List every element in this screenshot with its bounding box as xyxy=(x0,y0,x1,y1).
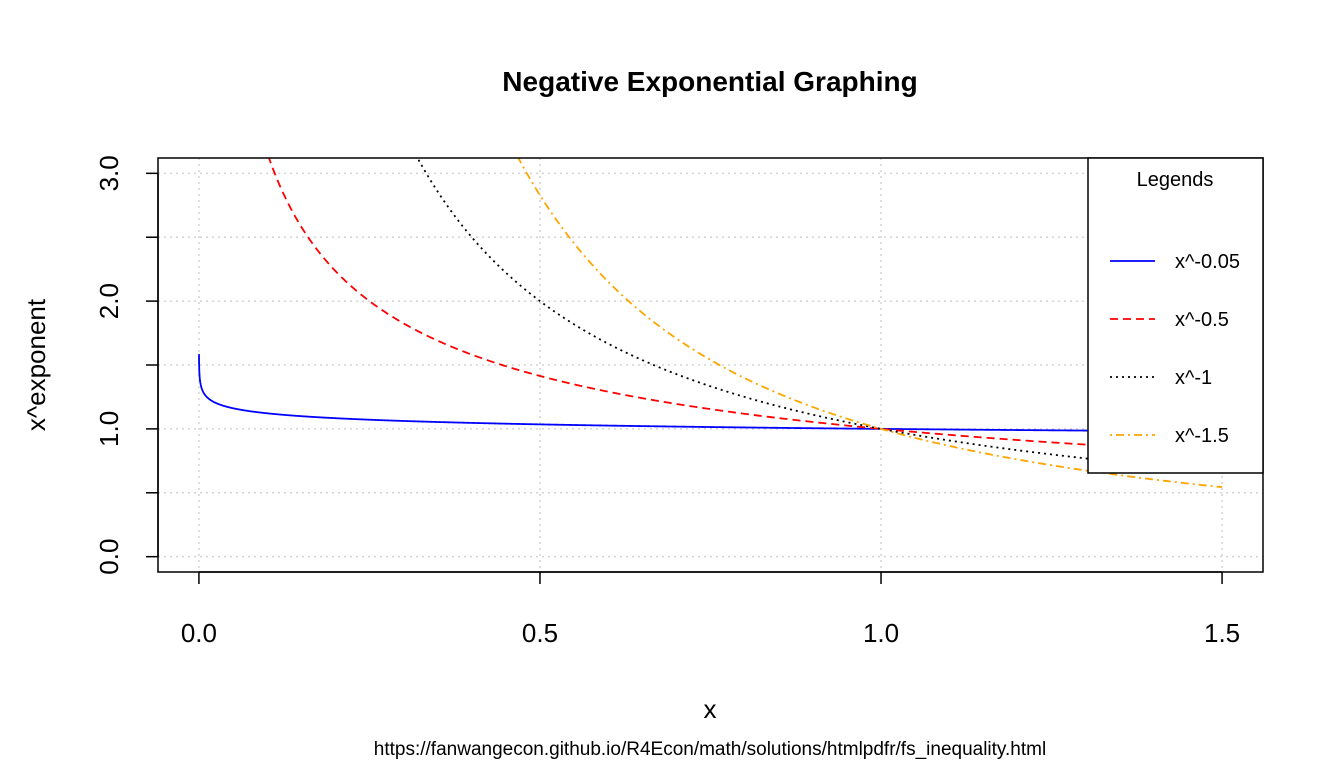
series-lines xyxy=(198,158,1223,489)
x-tick-label: 1.0 xyxy=(863,618,899,648)
grid xyxy=(158,158,1263,572)
legend-box xyxy=(1087,157,1264,474)
series-line-x^-0.5 xyxy=(268,158,1223,454)
series-line-x^-1.5 xyxy=(517,158,1223,489)
legend-item: x^-0.05 xyxy=(1110,251,1240,273)
legend-label: x^-1.5 xyxy=(1175,425,1229,447)
y-tick-label: 3.0 xyxy=(94,155,124,191)
legend-label: x^-1 xyxy=(1175,367,1212,389)
legend: Legends x^-0.05 x^-0.5 x^-1 x^-1.5 xyxy=(1087,157,1264,474)
x-tick-label: 0.0 xyxy=(181,618,217,648)
x-axis-label: x xyxy=(704,694,717,724)
legend-title: Legends xyxy=(1137,169,1214,191)
y-tick-label: 1.0 xyxy=(94,411,124,447)
y-tick-label: 2.0 xyxy=(94,283,124,319)
legend-label: x^-0.5 xyxy=(1175,309,1229,331)
chart-title: Negative Exponential Graphing xyxy=(502,66,917,97)
legend-item: x^-1 xyxy=(1110,367,1212,389)
x-tick-label: 0.5 xyxy=(522,618,558,648)
x-tick-label: 1.5 xyxy=(1204,618,1240,648)
y-axis: 0.0 1.0 2.0 3.0 xyxy=(94,155,159,575)
series-line-x^-0.05 xyxy=(198,354,1223,433)
y-axis-label: x^exponent xyxy=(21,298,51,431)
legend-items: x^-0.05 x^-0.5 x^-1 x^-1.5 xyxy=(1110,251,1240,447)
y-tick-label: 0.0 xyxy=(94,539,124,575)
legend-item: x^-1.5 xyxy=(1110,425,1229,447)
caption: https://fanwangecon.github.io/R4Econ/mat… xyxy=(374,739,1046,760)
legend-item: x^-0.5 xyxy=(1110,309,1229,331)
legend-label: x^-0.05 xyxy=(1175,251,1240,273)
x-axis: 0.0 0.5 1.0 1.5 xyxy=(181,571,1240,648)
